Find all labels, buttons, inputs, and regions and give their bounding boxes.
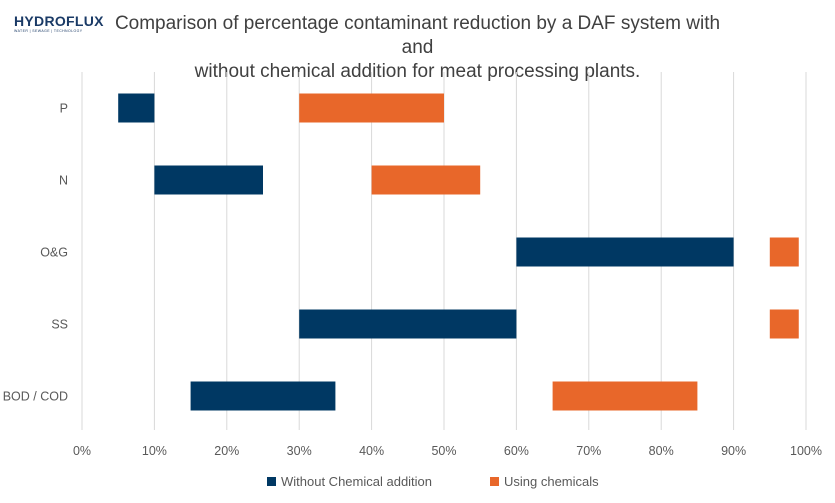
chart-title-line-1: Comparison of percentage contaminant red… — [114, 13, 721, 58]
x-tick-label: 40% — [359, 444, 384, 458]
category-label: N — [59, 174, 68, 188]
logo-tagline: WATER | SEWAGE | TECHNOLOGY — [14, 29, 83, 33]
x-tick-label: 50% — [431, 444, 456, 458]
category-labels: P N O&G SS BOD / COD — [3, 102, 68, 404]
x-tick-label: 70% — [576, 444, 601, 458]
chart-title: Comparison of percentage contaminant red… — [100, 12, 735, 84]
bar-using-chemicals — [299, 93, 444, 123]
legend-swatch — [267, 477, 276, 486]
legend-label: Using chemicals — [504, 474, 599, 489]
category-label: P — [60, 102, 68, 116]
x-tick-label: 0% — [73, 444, 91, 458]
legend-label: Without Chemical addition — [281, 474, 433, 489]
category-label: SS — [51, 318, 68, 332]
bar-using-chemicals — [552, 381, 698, 411]
x-tick-label: 100% — [790, 444, 822, 458]
bar-using-chemicals — [371, 165, 481, 195]
bar-without-chemical — [299, 309, 517, 339]
chart-title-line-2: without chemical addition for meat proce… — [194, 61, 641, 82]
legend: Without Chemical addition Using chemicals — [0, 474, 835, 492]
bar-without-chemical — [154, 165, 263, 195]
legend-item-using-chemicals: Using chemicals — [490, 474, 599, 489]
bar-without-chemical — [190, 381, 336, 411]
bar-using-chemicals — [769, 309, 799, 339]
bars — [118, 93, 799, 411]
bar-without-chemical — [118, 93, 155, 123]
legend-swatch — [490, 477, 499, 486]
x-tick-label: 30% — [287, 444, 312, 458]
category-label: BOD / COD — [3, 390, 68, 404]
bar-using-chemicals — [769, 237, 799, 267]
x-tick-label: 20% — [214, 444, 239, 458]
hydroflux-logo: HYDROFLUX WATER | SEWAGE | TECHNOLOGY — [14, 14, 104, 36]
logo-name: HYDROFLUX — [14, 13, 104, 29]
legend-item-without-chemical: Without Chemical addition — [267, 474, 432, 489]
category-label: O&G — [40, 246, 68, 260]
x-tick-label: 60% — [504, 444, 529, 458]
x-tick-label: 80% — [649, 444, 674, 458]
x-tick-label: 10% — [142, 444, 167, 458]
bar-without-chemical — [516, 237, 734, 267]
x-tick-label: 90% — [721, 444, 746, 458]
x-axis-tick-labels: 0% 10% 20% 30% 40% 50% 60% 70% 80% 90% 100% — [73, 444, 822, 458]
